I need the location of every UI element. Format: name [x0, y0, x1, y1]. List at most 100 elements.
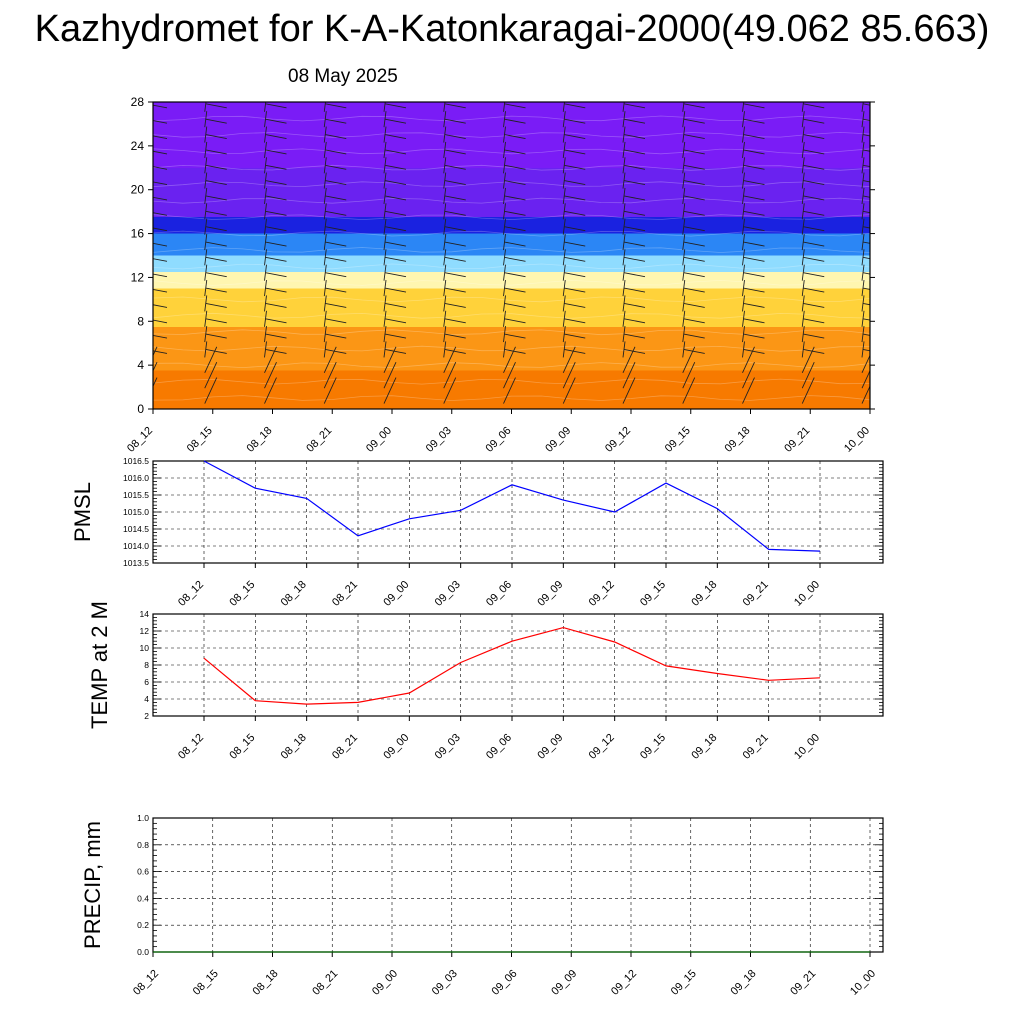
wind-barb: [682, 295, 705, 312]
wind-barb: [861, 233, 870, 251]
wind-barb: [264, 111, 287, 128]
wind-barb: [383, 377, 397, 404]
wind-barb: [801, 377, 815, 404]
x-tick-label: 09_12: [587, 732, 617, 762]
x-tick-label: 09_12: [609, 968, 639, 998]
wind-barb: [503, 141, 526, 158]
wind-barb: [383, 280, 407, 297]
wind-barb: [622, 157, 646, 174]
x-tick-label: 08_15: [185, 425, 215, 455]
wind-barb: [622, 326, 646, 343]
wind-barb: [153, 334, 168, 339]
wind-barb: [204, 233, 227, 251]
x-tick-label: 09_09: [535, 579, 565, 609]
x-tick-label: 09_18: [729, 968, 759, 998]
wind-barb: [742, 187, 765, 205]
wind-barb: [153, 166, 168, 170]
y-axis-title: TEMP at 2 M: [87, 601, 112, 729]
wind-barb: [682, 361, 696, 389]
chart-subtitle: 08 May 2025: [288, 66, 398, 87]
y-axis-title: PRECIP, mm: [80, 821, 105, 949]
wind-barb: [443, 111, 466, 128]
y-tick-label: 8: [144, 660, 149, 670]
y-tick-label: 1016.5: [123, 456, 149, 466]
wind-barb: [682, 126, 705, 143]
wind-barb: [153, 212, 168, 216]
wind-barb: [264, 218, 287, 235]
y-tick-label: 0.4: [137, 893, 149, 903]
wind-barb: [622, 341, 646, 358]
wind-barb: [323, 233, 347, 251]
wind-barb: [682, 264, 705, 281]
wind-barb: [204, 361, 218, 389]
wind-barb: [682, 233, 705, 251]
y-tick-label: 24: [131, 139, 145, 153]
wind-barb: [383, 172, 407, 189]
wind-barb: [622, 218, 646, 235]
wind-barb: [801, 141, 825, 158]
wind-barb: [622, 141, 646, 158]
x-tick-label: 09_21: [741, 579, 771, 609]
y-tick-label: 0.2: [137, 920, 149, 930]
contour-line: [153, 164, 870, 171]
wind-barb: [383, 187, 407, 205]
x-tick-label: 09_03: [430, 968, 460, 998]
wind-barb: [323, 326, 347, 343]
contour-line: [153, 197, 870, 204]
x-tick-label: 08_18: [279, 732, 309, 762]
wind-barb: [801, 187, 825, 205]
wind-barb: [503, 102, 526, 112]
wind-barb: [204, 187, 227, 205]
wind-barb: [204, 203, 227, 220]
wind-barb: [204, 295, 227, 312]
wind-barb: [443, 310, 466, 327]
wind-barb: [153, 288, 168, 293]
wind-barb: [562, 264, 586, 281]
wind-barb: [383, 111, 407, 128]
wind-barb: [801, 361, 815, 389]
wind-barb: [503, 280, 526, 297]
y-tick-label: 2: [144, 711, 149, 721]
wind-barb: [562, 111, 586, 128]
wind-barb: [443, 361, 457, 389]
wind-barb: [682, 249, 705, 266]
wind-barb: [801, 233, 825, 251]
x-tick-label: 08_18: [279, 579, 309, 609]
wind-barb: [503, 111, 526, 128]
y-tick-label: 1014.5: [123, 524, 149, 534]
wind-barb: [153, 227, 168, 232]
wind-barb: [861, 369, 870, 389]
wind-barb: [153, 196, 168, 201]
wind-barb: [443, 233, 466, 251]
wind-barb: [153, 319, 168, 324]
wind-barb: [323, 141, 347, 158]
wind-barb: [622, 295, 646, 312]
x-tick-label: 09_21: [788, 968, 818, 998]
wind-barb: [742, 157, 765, 174]
wind-barb: [861, 280, 870, 297]
wind-barb: [503, 126, 526, 143]
wind-barb: [562, 341, 586, 358]
wind-barb: [682, 157, 705, 174]
wind-barb: [562, 126, 586, 143]
y-tick-label: 16: [131, 227, 145, 241]
contour-line: [153, 230, 870, 237]
x-tick-label: 09_03: [433, 579, 463, 609]
contour-lines: [153, 115, 870, 401]
wind-barb: [204, 218, 227, 235]
contour-line: [153, 378, 870, 385]
contour-line: [153, 263, 870, 270]
y-tick-label: 28: [131, 95, 145, 109]
wind-barb: [443, 295, 466, 312]
contour-line: [153, 296, 870, 303]
x-tick-label: 08_21: [330, 732, 360, 762]
wind-barb: [443, 341, 466, 358]
wind-barb: [443, 218, 466, 235]
x-tick-label: 08_15: [191, 968, 221, 998]
wind-barb: [323, 280, 347, 297]
wind-barb: [323, 361, 337, 389]
contour-line: [153, 329, 870, 336]
x-tick-label: 10_00: [842, 425, 872, 455]
y-tick-label: 1.0: [137, 813, 149, 823]
x-tick-label: 09_03: [433, 732, 463, 762]
